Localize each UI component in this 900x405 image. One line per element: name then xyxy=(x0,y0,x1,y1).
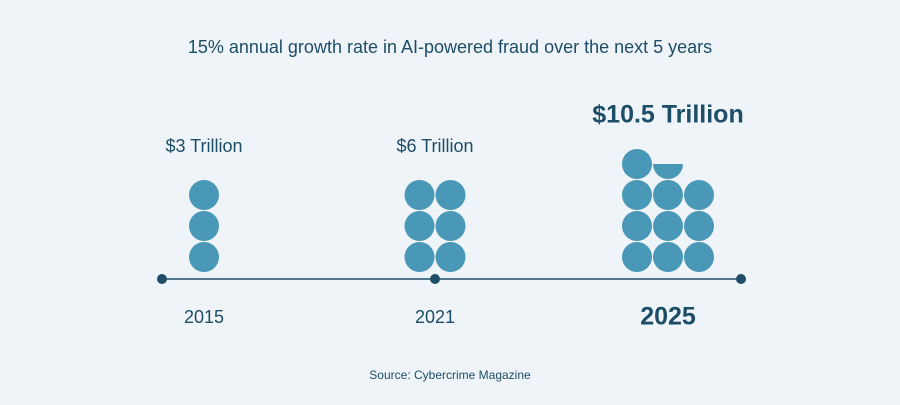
unit-circle xyxy=(404,180,435,210)
unit-circle xyxy=(189,211,219,241)
unit-circle xyxy=(622,242,652,272)
unit-circle xyxy=(435,180,466,210)
unit-circle xyxy=(189,242,219,272)
value-label: $6 Trillion xyxy=(396,136,473,156)
partial-circle xyxy=(653,164,683,179)
timeline-dot xyxy=(736,274,746,284)
unit-circle xyxy=(189,180,219,210)
value-label: $3 Trillion xyxy=(165,136,242,156)
category-label: 2015 xyxy=(184,307,224,327)
unit-circle xyxy=(435,242,466,272)
unit-circle xyxy=(404,242,435,272)
unit-circle xyxy=(653,211,683,241)
unit-circle xyxy=(684,242,714,272)
category-label: 2021 xyxy=(415,307,455,327)
source: Source: Cybercrime Magazine xyxy=(369,368,531,382)
chart-title: 15% annual growth rate in AI-powered fra… xyxy=(188,37,712,57)
unit-circle xyxy=(684,180,714,210)
unit-circle xyxy=(435,211,466,241)
category-label-highlight: 2025 xyxy=(640,303,696,331)
unit-circle xyxy=(622,180,652,210)
unit-circle xyxy=(653,180,683,210)
unit-circle xyxy=(653,242,683,272)
unit-circle xyxy=(622,149,652,179)
unit-circle xyxy=(622,211,652,241)
timeline-dot xyxy=(430,274,440,284)
unit-circle xyxy=(684,211,714,241)
value-label-highlight: $10.5 Trillion xyxy=(592,101,743,129)
unit-circle xyxy=(404,211,435,241)
timeline-dot xyxy=(157,274,167,284)
